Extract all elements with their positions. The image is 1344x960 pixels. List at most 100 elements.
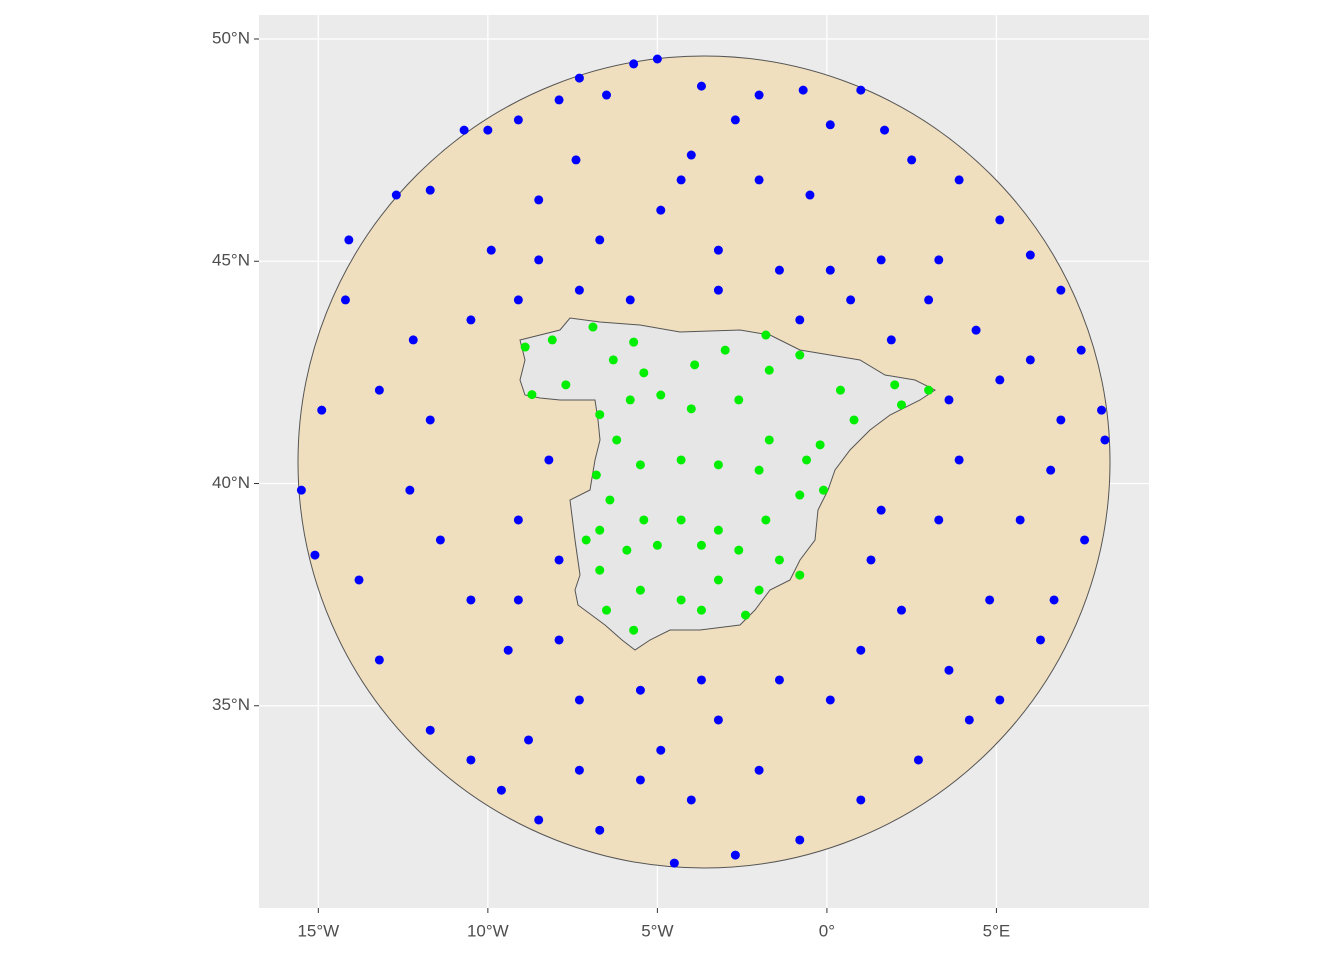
point [896,605,906,615]
point [774,675,784,685]
point [466,755,476,765]
point [639,515,649,525]
point [534,815,544,825]
point [734,545,744,555]
point [1097,405,1107,415]
point [408,335,418,345]
point [602,605,612,615]
point [391,190,401,200]
point [1100,435,1110,445]
point [934,515,944,525]
point [425,415,435,425]
point [574,765,584,775]
point [405,485,415,495]
point [995,695,1005,705]
point [696,675,706,685]
point [761,330,771,340]
point [344,235,354,245]
point [774,265,784,275]
point [934,255,944,265]
point [795,835,805,845]
point [1015,515,1025,525]
point [602,90,612,100]
point [849,415,859,425]
point [534,195,544,205]
point [819,485,829,495]
point [571,155,581,165]
point [1056,415,1066,425]
point [754,90,764,100]
point [713,525,723,535]
point [713,245,723,255]
x-tick-label: 5°W [641,921,673,940]
point [513,515,523,525]
point [513,115,523,125]
point [1080,535,1090,545]
point [696,605,706,615]
point [690,360,700,370]
point [774,555,784,565]
point [652,54,662,64]
x-tick-label: 15°W [297,921,339,940]
point [595,565,605,575]
point [635,460,645,470]
point [876,505,886,515]
point [656,390,666,400]
point [886,335,896,345]
point [971,325,981,335]
point [656,745,666,755]
point [676,515,686,525]
point [425,185,435,195]
point [1076,345,1086,355]
point [676,595,686,605]
point [310,550,320,560]
point [317,405,327,415]
point [795,350,805,360]
point [639,368,649,378]
point [825,695,835,705]
point [503,645,513,655]
point [296,485,306,495]
point [866,555,876,565]
point [625,295,635,305]
point [527,390,537,400]
point [629,625,639,635]
point [1025,250,1035,260]
point [374,385,384,395]
point [1036,635,1046,645]
point [754,465,764,475]
point [720,345,730,355]
point [574,285,584,295]
point [954,175,964,185]
point [635,775,645,785]
point [625,395,635,405]
point [595,525,605,535]
point [513,295,523,305]
point [964,715,974,725]
point [520,342,530,352]
point [896,400,906,410]
point [686,795,696,805]
point [581,535,591,545]
point [924,295,934,305]
point [761,515,771,525]
point [686,404,696,414]
point [629,59,639,69]
point [1046,465,1056,475]
point [574,695,584,705]
point [524,735,534,745]
point [890,380,900,390]
point [554,635,564,645]
point [741,610,751,620]
point [913,755,923,765]
point [669,858,679,868]
point [595,410,605,420]
point [459,125,469,135]
point [656,205,666,215]
point [835,385,845,395]
point [425,725,435,735]
point [340,295,350,305]
point [561,380,571,390]
